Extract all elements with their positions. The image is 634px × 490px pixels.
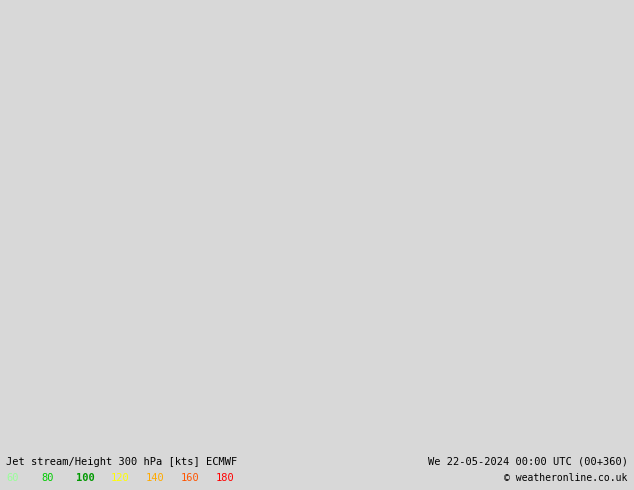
Text: 180: 180: [216, 473, 235, 483]
Text: 100: 100: [76, 473, 95, 483]
Text: © weatheronline.co.uk: © weatheronline.co.uk: [504, 473, 628, 483]
Text: 120: 120: [111, 473, 130, 483]
Text: Jet stream/Height 300 hPa [kts] ECMWF: Jet stream/Height 300 hPa [kts] ECMWF: [6, 457, 238, 467]
Text: We 22-05-2024 00:00 UTC (00+360): We 22-05-2024 00:00 UTC (00+360): [428, 457, 628, 467]
Text: 160: 160: [181, 473, 200, 483]
Text: 60: 60: [6, 473, 19, 483]
Text: 80: 80: [41, 473, 54, 483]
Text: 140: 140: [146, 473, 165, 483]
